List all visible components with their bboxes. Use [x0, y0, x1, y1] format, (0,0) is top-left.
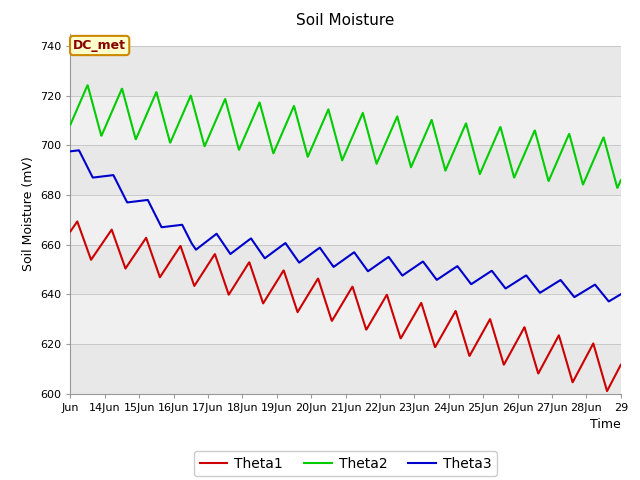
- Theta2: [335, 143, 342, 149]
- Theta2: [614, 185, 621, 191]
- Theta3: [601, 294, 609, 300]
- Theta3: [500, 284, 508, 289]
- Line: Theta1: Theta1: [70, 221, 621, 391]
- Bar: [70, 245, 621, 294]
- Theta1: [617, 362, 625, 368]
- Theta1: [601, 381, 609, 386]
- Theta2: [84, 83, 92, 88]
- Theta1: [67, 228, 74, 234]
- Theta1: [320, 293, 328, 299]
- Theta3: [67, 148, 74, 154]
- Theta3: [617, 291, 625, 297]
- Theta1: [603, 388, 611, 394]
- Theta1: [95, 246, 102, 252]
- Theta2: [601, 140, 609, 145]
- Theta3: [95, 174, 102, 180]
- X-axis label: Time: Time: [590, 418, 621, 431]
- Text: DC_met: DC_met: [73, 39, 126, 52]
- Theta2: [500, 137, 508, 143]
- Theta2: [320, 117, 328, 123]
- Theta3: [75, 147, 83, 153]
- Theta3: [320, 250, 328, 256]
- Bar: [70, 145, 621, 195]
- Theta2: [617, 178, 625, 183]
- Theta2: [95, 123, 102, 129]
- Theta3: [335, 261, 342, 266]
- Bar: [70, 46, 621, 96]
- Theta1: [335, 308, 342, 313]
- Line: Theta2: Theta2: [70, 85, 621, 188]
- Theta3: [605, 299, 612, 304]
- Theta3: [601, 294, 609, 300]
- Line: Theta3: Theta3: [70, 150, 621, 301]
- Bar: [70, 96, 621, 145]
- Theta2: [601, 139, 609, 144]
- Theta1: [74, 218, 81, 224]
- Legend: Theta1, Theta2, Theta3: Theta1, Theta2, Theta3: [194, 451, 497, 476]
- Y-axis label: Soil Moisture (mV): Soil Moisture (mV): [22, 156, 35, 271]
- Theta1: [601, 382, 609, 387]
- Bar: [70, 294, 621, 344]
- Title: Soil Moisture: Soil Moisture: [296, 13, 395, 28]
- Theta1: [500, 361, 508, 367]
- Theta2: [67, 122, 74, 128]
- Bar: [70, 195, 621, 245]
- Bar: [70, 344, 621, 394]
